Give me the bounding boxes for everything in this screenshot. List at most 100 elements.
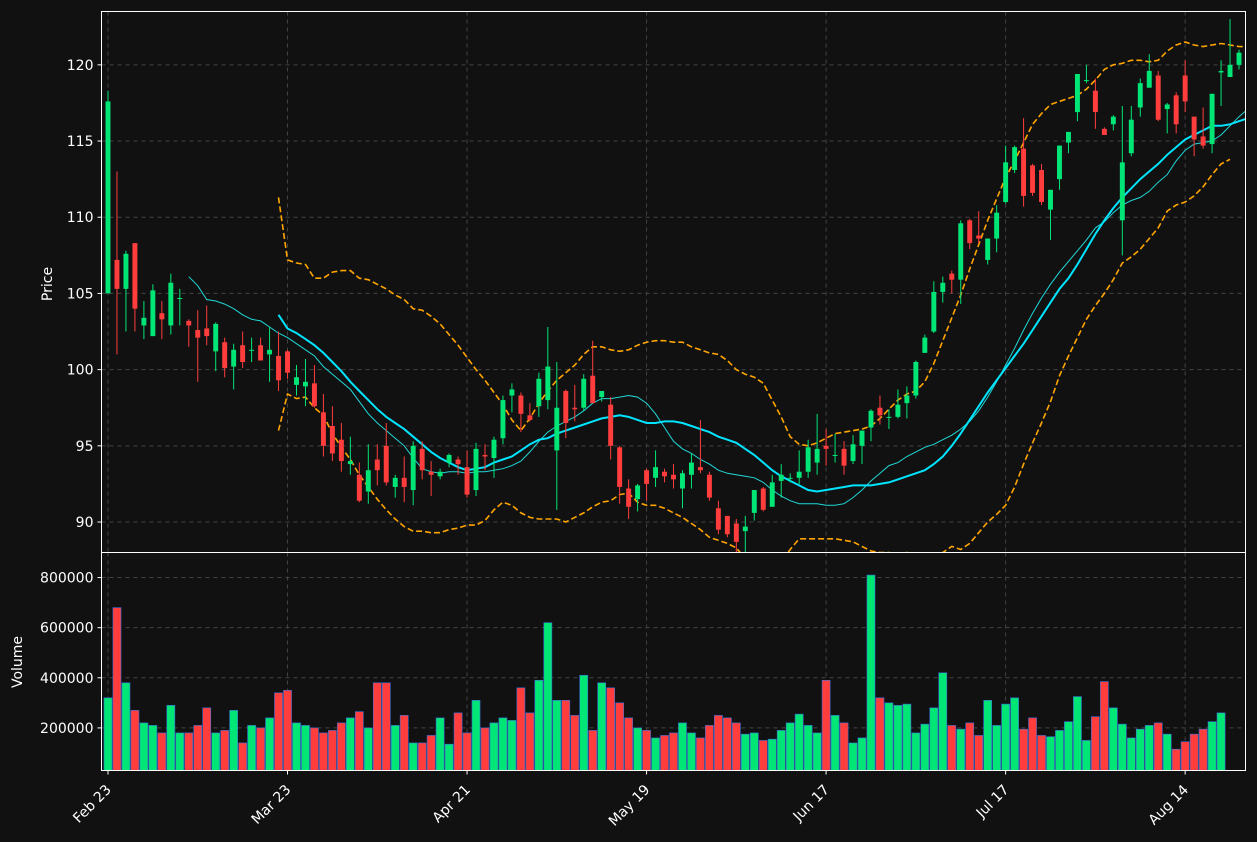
candle-body <box>1039 169 1044 202</box>
candle-body <box>392 477 398 487</box>
candle-body <box>1191 116 1197 140</box>
candle-body <box>823 445 829 449</box>
candle-body <box>994 212 1000 239</box>
candle-body <box>1218 70 1224 73</box>
candle-body <box>617 447 623 487</box>
volume-bar <box>363 727 373 771</box>
volume-bar <box>292 722 301 771</box>
candle-body <box>635 485 641 500</box>
candle-body <box>751 490 757 513</box>
candle-body <box>105 101 111 294</box>
candle-body <box>599 390 605 398</box>
candle-body <box>895 404 901 417</box>
volume-bar <box>624 717 633 771</box>
volume-bar <box>471 700 481 771</box>
candle-body <box>940 282 946 292</box>
volume-bar <box>507 720 517 771</box>
volume-bar <box>687 732 696 771</box>
volume-bar <box>552 700 562 771</box>
volume-bar <box>740 733 750 771</box>
candle-body <box>374 459 380 471</box>
candle-body <box>626 488 632 507</box>
volume-bar <box>534 679 544 771</box>
price-tick-label: 120 <box>67 58 94 74</box>
volume-bar <box>453 712 463 771</box>
candle-body <box>949 273 955 280</box>
volume-bar <box>1046 736 1055 771</box>
candle-body <box>1128 119 1134 154</box>
volume-bar <box>579 674 589 771</box>
volume-bar <box>238 742 247 771</box>
volume-bar <box>839 722 849 771</box>
volume-bar <box>166 705 176 771</box>
candle-body <box>311 383 317 407</box>
candle-body <box>1173 95 1179 125</box>
volume-bar <box>651 737 660 771</box>
volume-bar <box>785 722 795 771</box>
candle-body <box>985 238 991 260</box>
volume-tick-label: 400000 <box>40 671 93 687</box>
volume-bar <box>1189 733 1199 771</box>
candle-body <box>1012 147 1018 170</box>
volume-bar <box>211 732 221 771</box>
price-tick-label: 105 <box>67 286 94 302</box>
candle-body <box>608 404 614 446</box>
volume-bar <box>462 732 472 771</box>
candle-body <box>240 345 246 363</box>
volume-bar <box>1100 681 1109 771</box>
candle-body <box>1092 90 1098 113</box>
candle-body <box>455 459 461 465</box>
candle-body <box>814 448 820 463</box>
volume-bar <box>256 727 265 771</box>
volume-bar <box>1091 716 1100 771</box>
candle-body <box>132 243 138 309</box>
volume-bar <box>1064 721 1073 771</box>
candle-body <box>123 253 129 289</box>
candle-body <box>715 508 721 530</box>
volume-bar <box>1019 728 1028 771</box>
price-axis-ticks: 90 95 100 105 110 115 120 <box>67 58 102 531</box>
volume-bar <box>561 700 571 771</box>
volume-bar <box>669 732 678 771</box>
volume-bar <box>606 687 616 771</box>
volume-bar <box>965 722 975 771</box>
candle-body <box>1164 104 1170 110</box>
volume-bar <box>265 717 274 771</box>
candle-body <box>222 342 228 369</box>
candle-body <box>285 351 290 373</box>
candle-body <box>1048 189 1053 210</box>
candle-body <box>976 235 982 239</box>
volume-bar <box>112 607 122 771</box>
candle-body <box>320 412 326 446</box>
candle-body <box>249 349 255 351</box>
volume-bar <box>381 682 391 771</box>
volume-bar <box>390 725 400 771</box>
volume-bar <box>1073 696 1082 771</box>
volume-bar <box>803 725 813 771</box>
candle-body <box>356 474 362 501</box>
volume-bar <box>139 722 149 771</box>
candle-body <box>859 430 865 446</box>
candle-body <box>1065 131 1071 143</box>
candle-body <box>796 471 802 478</box>
volume-bar <box>480 727 490 771</box>
volume-bar <box>1028 717 1037 771</box>
volume-bar <box>776 730 786 771</box>
volume-bar <box>328 730 337 771</box>
candlesticks <box>105 19 1242 553</box>
candle-body <box>778 474 784 481</box>
volume-bar <box>1153 722 1163 771</box>
volume-grid <box>101 552 1246 771</box>
volume-bar <box>310 727 319 771</box>
candle-body <box>329 426 335 454</box>
candle-body <box>1227 64 1233 78</box>
candle-body <box>500 400 506 439</box>
candle-body <box>1137 83 1143 108</box>
volume-bar <box>875 697 885 771</box>
candle-body <box>724 515 730 535</box>
price-tick-label: 90 <box>76 515 94 531</box>
volume-bar <box>902 703 912 771</box>
candle-body <box>536 378 542 407</box>
